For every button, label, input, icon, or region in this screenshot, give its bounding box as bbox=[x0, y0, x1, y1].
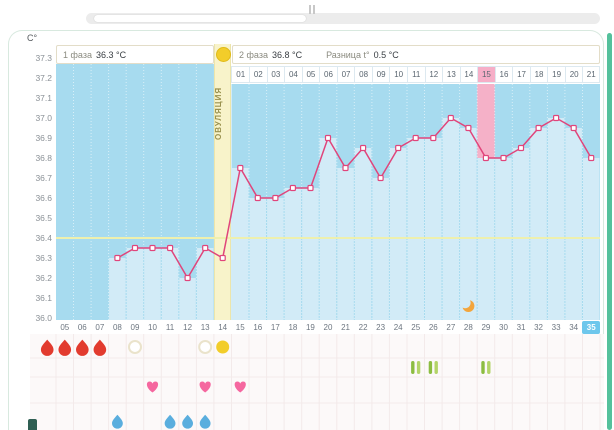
day-label[interactable]: 05 bbox=[60, 323, 70, 332]
day-label[interactable]: 35 bbox=[582, 321, 600, 334]
diff-label: Разница t° bbox=[326, 49, 370, 60]
scrollbar-thumb[interactable] bbox=[94, 15, 306, 22]
horizontal-scrollbar[interactable] bbox=[86, 13, 600, 24]
day-label[interactable]: 29 bbox=[481, 323, 491, 332]
day-label[interactable]: 15 bbox=[235, 323, 245, 332]
day-label[interactable]: 12 bbox=[183, 323, 193, 332]
scrollbar-grip-icon[interactable] bbox=[309, 5, 315, 14]
day-label[interactable]: 27 bbox=[446, 323, 456, 332]
phase2-label: 2 фаза bbox=[239, 49, 268, 60]
day-label[interactable]: 14 bbox=[218, 323, 228, 332]
ovulation-label: ОВУЛЯЦИЯ bbox=[213, 86, 223, 140]
day-label[interactable]: 20 bbox=[323, 323, 333, 332]
day-label[interactable]: 08 bbox=[112, 323, 122, 332]
corner-artifact bbox=[28, 419, 37, 430]
day-label[interactable]: 22 bbox=[358, 323, 368, 332]
day-label[interactable]: 32 bbox=[534, 323, 544, 332]
day-label[interactable]: 13 bbox=[200, 323, 210, 332]
day-label[interactable]: 28 bbox=[463, 323, 473, 332]
day-label[interactable]: 17 bbox=[270, 323, 280, 332]
diff-value: 0.5 °C bbox=[373, 49, 399, 60]
day-label[interactable]: 24 bbox=[393, 323, 403, 332]
day-label[interactable]: 07 bbox=[95, 323, 105, 332]
day-label[interactable]: 25 bbox=[411, 323, 421, 332]
day-label[interactable]: 10 bbox=[148, 323, 157, 332]
phase2-summary: 2 фаза 36.8 °C Разница t° 0.5 °C bbox=[232, 45, 600, 64]
day-label[interactable]: 30 bbox=[499, 323, 508, 332]
day-label[interactable]: 19 bbox=[305, 323, 315, 332]
day-label[interactable]: 31 bbox=[516, 323, 526, 332]
day-label[interactable]: 21 bbox=[341, 323, 350, 332]
day-label[interactable]: 16 bbox=[253, 323, 263, 332]
phase1-label: 1 фаза bbox=[63, 49, 92, 60]
phase1-value: 36.3 °C bbox=[95, 49, 127, 60]
phase2-value: 36.8 °C bbox=[271, 49, 303, 60]
day-label[interactable]: 34 bbox=[569, 323, 579, 332]
day-label[interactable]: 23 bbox=[376, 323, 386, 332]
day-label[interactable]: 11 bbox=[165, 323, 175, 332]
y-axis-unit: C° bbox=[27, 33, 38, 43]
event-rows-area bbox=[30, 334, 604, 430]
ovulation-day-icon bbox=[215, 47, 231, 62]
window-edge bbox=[607, 33, 612, 430]
day-label[interactable]: 09 bbox=[130, 323, 140, 332]
phase1-summary: 1 фаза 36.3 °C bbox=[56, 45, 214, 64]
day-label[interactable]: 26 bbox=[428, 323, 438, 332]
day-label[interactable]: 18 bbox=[288, 323, 298, 332]
day-label[interactable]: 33 bbox=[551, 323, 561, 332]
day-label[interactable]: 06 bbox=[77, 323, 87, 332]
